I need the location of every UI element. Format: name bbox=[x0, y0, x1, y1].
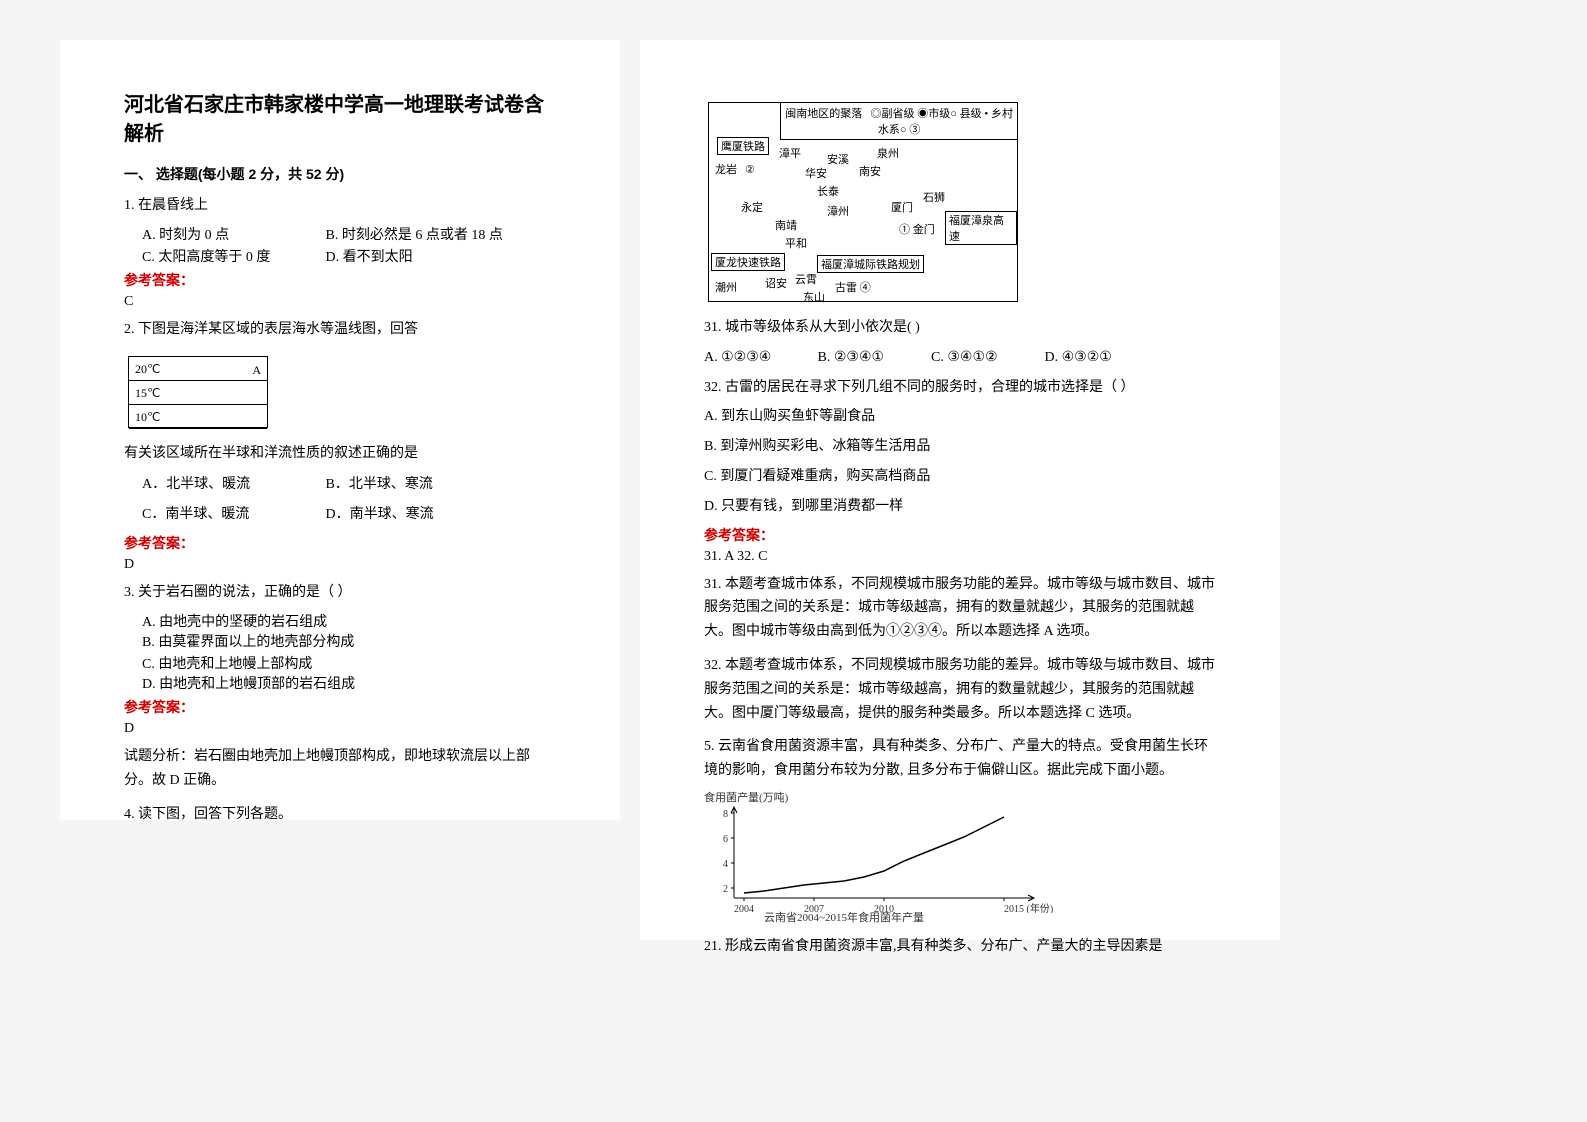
q3-opts-row2: C. 由地壳和上地幔上部构成 D. 由地壳和上地幔顶部的岩石组成 bbox=[142, 653, 556, 693]
city-zhangping: 漳平 bbox=[779, 145, 801, 161]
q2-opts-row1: A．北半球、暖流 B．北半球、寒流 bbox=[142, 473, 556, 493]
q1-ans: C bbox=[124, 294, 556, 310]
q32-opt-c: C. 到厦门看疑难重病，购买高档商品 bbox=[704, 465, 1216, 489]
city-zhaoan: 诏安 bbox=[765, 275, 787, 291]
svg-text:2: 2 bbox=[723, 884, 728, 895]
contour-box: 20℃ 15℃ 10℃ A bbox=[128, 356, 268, 428]
legend-items: ◎副省级 ◉市级○ 县级 • 乡村 bbox=[871, 108, 1014, 120]
svg-text:6: 6 bbox=[723, 834, 728, 845]
city-longyan: 龙岩 bbox=[715, 161, 737, 177]
city-nanjing: 南靖 bbox=[775, 217, 797, 233]
q2-ans: D bbox=[124, 557, 556, 573]
map-box: 闽南地区的聚落 ◎副省级 ◉市级○ 县级 • 乡村 水系○ ③ 鹰厦铁路 龙岩 … bbox=[708, 102, 1018, 302]
q2-opt-d: D．南半球、寒流 bbox=[326, 503, 506, 523]
q2-opt-b: B．北半球、寒流 bbox=[326, 473, 506, 493]
q3-analysis: 试题分析：岩石圈由地壳加上地幔顶部构成，即地球软流层以上部分。故 D 正确。 bbox=[124, 745, 556, 793]
q31-opt-c: C. ③④①② bbox=[931, 346, 1041, 370]
q1-stem: 1. 在晨昏线上 bbox=[124, 194, 556, 218]
mark-2: ② bbox=[745, 163, 755, 176]
q3-opt-b: B. 由莫霍界面以上的地壳部分构成 bbox=[142, 631, 354, 651]
q2-sub: 有关该区域所在半球和洋流性质的叙述正确的是 bbox=[124, 442, 556, 466]
q3-opt-a: A. 由地壳中的坚硬的岩石组成 bbox=[142, 611, 342, 631]
q31-opt-a: A. ①②③④ bbox=[704, 346, 814, 370]
rail-fuxia: 福厦漳城际铁路规划 bbox=[817, 255, 924, 273]
q1-opt-c: C. 太阳高度等于 0 度 bbox=[142, 246, 322, 266]
q2-ans-label: 参考答案： bbox=[124, 533, 556, 553]
contour-row-3: 10℃ bbox=[129, 405, 267, 429]
q31-stem: 31. 城市等级体系从大到小依次是( ) bbox=[704, 316, 1216, 340]
svg-text:8: 8 bbox=[723, 809, 728, 820]
q1-opt-a: A. 时刻为 0 点 bbox=[142, 224, 322, 244]
contour-row-1: 20℃ bbox=[129, 357, 267, 381]
doc-title: 河北省石家庄市韩家楼中学高一地理联考试卷含解析 bbox=[124, 88, 556, 146]
q1-opts-row2: C. 太阳高度等于 0 度 D. 看不到太阳 bbox=[142, 246, 556, 266]
q2-stem: 2. 下图是海洋某区域的表层海水等温线图，回答 bbox=[124, 318, 556, 342]
q21-stem: 21. 形成云南省食用菌资源丰富,具有种类多、分布广、产量大的主导因素是 bbox=[704, 935, 1216, 959]
q3-ans: D bbox=[124, 721, 556, 737]
q31-analysis: 31. 本题考查城市体系，不同规模城市服务功能的差异。城市等级与城市数目、城市服… bbox=[704, 573, 1216, 644]
city-huaan: 华安 bbox=[805, 165, 827, 181]
chart-svg: 86422004200720102015 (年份) bbox=[704, 803, 1064, 913]
q1-ans-label: 参考答案： bbox=[124, 270, 556, 290]
svg-text:2004: 2004 bbox=[734, 904, 754, 913]
q1-opt-b: B. 时刻必然是 6 点或者 18 点 bbox=[326, 224, 506, 244]
q32-ans-label: 参考答案： bbox=[704, 525, 1216, 545]
q2-opt-c: C．南半球、暖流 bbox=[142, 503, 322, 523]
city-pinghe: 平和 bbox=[785, 235, 807, 251]
city-yunxiao: 云霄 bbox=[795, 271, 817, 287]
q31-opt-d: D. ④③②① bbox=[1045, 346, 1155, 370]
svg-text:2015 (年份): 2015 (年份) bbox=[1004, 902, 1053, 913]
q31-32-ans: 31. A 32. C bbox=[704, 549, 1216, 565]
legend-title: 闽南地区的聚落 bbox=[785, 108, 862, 120]
mark-1: ① 金门 bbox=[899, 221, 935, 237]
q2-opt-a: A．北半球、暖流 bbox=[142, 473, 322, 493]
q31-opts: A. ①②③④ B. ②③④① C. ③④①② D. ④③②① bbox=[704, 346, 1216, 370]
q3-opt-d: D. 由地壳和上地幔顶部的岩石组成 bbox=[142, 673, 355, 693]
q32-stem: 32. 古雷的居民在寻求下列几组不同的服务时，合理的城市选择是（ ） bbox=[704, 376, 1216, 400]
city-yongding: 永定 bbox=[741, 199, 763, 215]
legend-hydro: 水系○ ③ bbox=[785, 121, 1013, 137]
city-changtai: 长泰 bbox=[817, 183, 839, 199]
svg-text:4: 4 bbox=[723, 859, 728, 870]
mushroom-chart: 食用菌产量(万吨) 86422004200720102015 (年份) 云南省2… bbox=[704, 789, 1064, 919]
q3-opt-c: C. 由地壳和上地幔上部构成 bbox=[142, 653, 342, 673]
city-zhangzhou: 漳州 bbox=[827, 203, 849, 219]
city-shishi: 石狮 bbox=[923, 189, 945, 205]
q2-contour-figure: 20℃ 15℃ 10℃ A bbox=[124, 352, 556, 432]
contour-label-a: A bbox=[252, 363, 261, 378]
map-figure: 闽南地区的聚落 ◎副省级 ◉市级○ 县级 • 乡村 水系○ ③ 鹰厦铁路 龙岩 … bbox=[704, 98, 1216, 306]
city-quanzhou: 泉州 bbox=[877, 145, 899, 161]
q32-opt-a: A. 到东山购买鱼虾等副食品 bbox=[704, 405, 1216, 429]
city-anxi: 安溪 bbox=[827, 151, 849, 167]
rail-yingxia: 鹰厦铁路 bbox=[717, 137, 769, 155]
q4-stem: 4. 读下图，回答下列各题。 bbox=[124, 803, 556, 827]
q3-opts-row1: A. 由地壳中的坚硬的岩石组成 B. 由莫霍界面以上的地壳部分构成 bbox=[142, 611, 556, 651]
chart-caption: 云南省2004~2015年食用菌年产量 bbox=[764, 909, 924, 925]
city-gulei: 古雷 ④ bbox=[835, 279, 871, 295]
q31-opt-b: B. ②③④① bbox=[818, 346, 928, 370]
page-left: 河北省石家庄市韩家楼中学高一地理联考试卷含解析 一、 选择题(每小题 2 分，共… bbox=[60, 40, 620, 820]
city-xiamen: 厦门 bbox=[891, 199, 913, 215]
q3-ans-label: 参考答案： bbox=[124, 697, 556, 717]
q32-opt-b: B. 到漳州购买彩电、冰箱等生活用品 bbox=[704, 435, 1216, 459]
q1-opts-row1: A. 时刻为 0 点 B. 时刻必然是 6 点或者 18 点 bbox=[142, 224, 556, 244]
city-dongshan: 东山 bbox=[803, 289, 825, 305]
q1-opt-d: D. 看不到太阳 bbox=[326, 246, 506, 266]
section-1-title: 一、 选择题(每小题 2 分，共 52 分) bbox=[124, 164, 556, 184]
q32-opt-d: D. 只要有钱，到哪里消费都一样 bbox=[704, 495, 1216, 519]
q2-opts-row2: C．南半球、暖流 D．南半球、寒流 bbox=[142, 503, 556, 523]
q5-stem: 5. 云南省食用菌资源丰富，具有种类多、分布广、产量大的特点。受食用菌生长环境的… bbox=[704, 735, 1216, 783]
page-right: 闽南地区的聚落 ◎副省级 ◉市级○ 县级 • 乡村 水系○ ③ 鹰厦铁路 龙岩 … bbox=[640, 40, 1280, 940]
map-legend: 闽南地区的聚落 ◎副省级 ◉市级○ 县级 • 乡村 水系○ ③ bbox=[780, 103, 1017, 140]
contour-row-2: 15℃ bbox=[129, 381, 267, 405]
q3-stem: 3. 关于岩石圈的说法，正确的是（ ） bbox=[124, 581, 556, 605]
hwy-label: 福厦漳泉高速 bbox=[945, 211, 1017, 245]
q32-analysis: 32. 本题考查城市体系，不同规模城市服务功能的差异。城市等级与城市数目、城市服… bbox=[704, 654, 1216, 725]
city-nanan: 南安 bbox=[859, 163, 881, 179]
rail-xialong: 厦龙快速铁路 bbox=[711, 253, 785, 271]
city-chaozhou: 潮州 bbox=[715, 279, 737, 295]
